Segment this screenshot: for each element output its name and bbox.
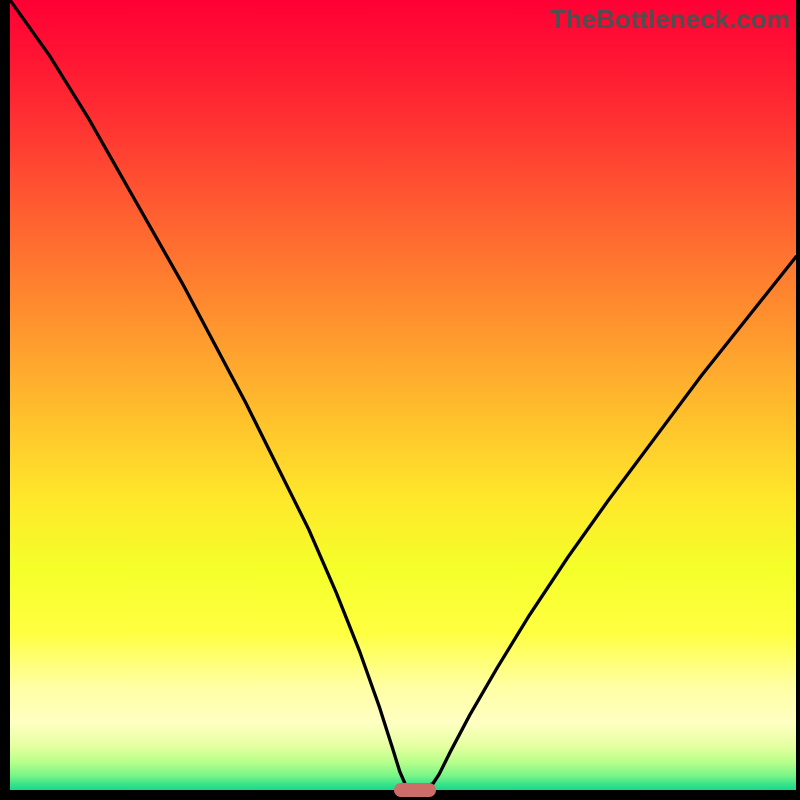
bottleneck-curve — [10, 0, 796, 790]
plot-area — [10, 0, 796, 790]
watermark-text: TheBottleneck.com — [550, 4, 790, 35]
bottleneck-chart: TheBottleneck.com — [0, 0, 800, 800]
optimum-marker — [394, 783, 436, 797]
